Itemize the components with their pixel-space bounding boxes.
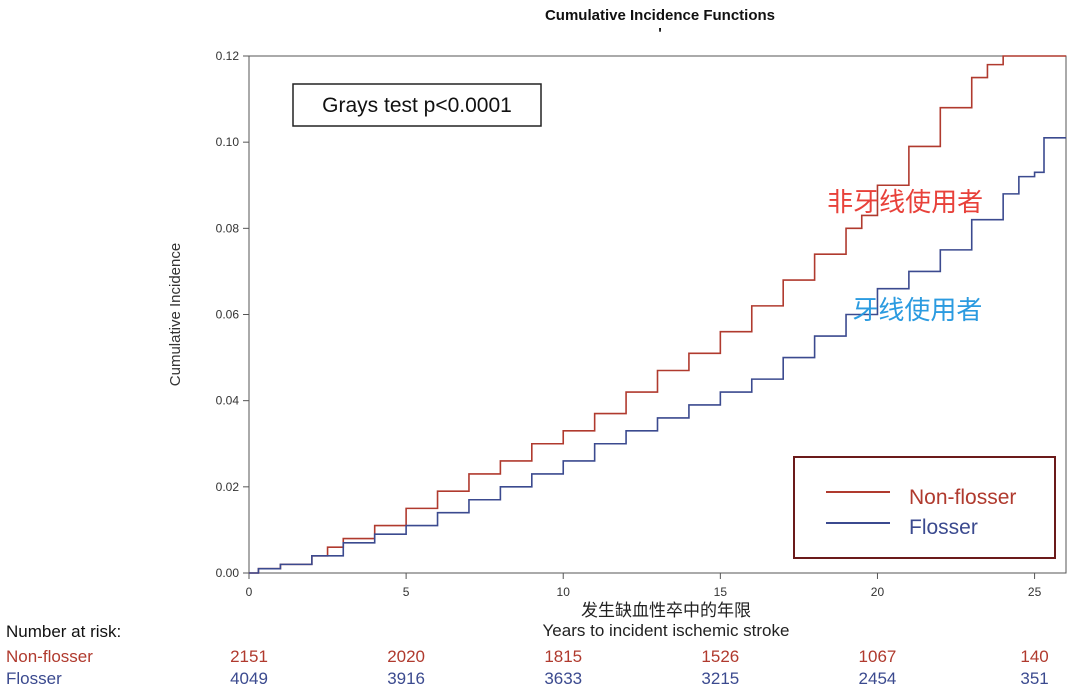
risk-cell: 3916 xyxy=(387,669,425,688)
risk-cell: 3633 xyxy=(544,669,582,688)
y-tick-label: 0.02 xyxy=(216,480,240,494)
risk-cell: 1067 xyxy=(859,647,897,666)
grays-test-label: Grays test p<0.0001 xyxy=(322,94,512,117)
legend: Non-flosser Flosser xyxy=(793,456,1056,559)
series-layer xyxy=(249,55,1066,574)
y-tick-label: 0.04 xyxy=(216,394,240,408)
risk-cell: 1815 xyxy=(544,647,582,666)
legend-label-non-flosser: Non-flosser xyxy=(909,486,1016,509)
x-tick-label: 0 xyxy=(246,585,253,599)
risk-row-label-flosser: Flosser xyxy=(6,669,62,688)
x-axis-title: Years to incident ischemic stroke xyxy=(543,621,790,640)
chart-title: Cumulative Incidence Functions xyxy=(545,7,775,24)
series-line-flosser xyxy=(249,137,1066,574)
grays-test-box: Grays test p<0.0001 xyxy=(292,83,542,127)
y-tick-label: 0.08 xyxy=(216,221,240,235)
y-tick-label: 0.06 xyxy=(216,308,240,322)
y-tick-label: 0.00 xyxy=(216,566,240,580)
chart-subtitle: ' xyxy=(658,25,662,42)
legend-label-flosser: Flosser xyxy=(909,516,978,539)
risk-cell: 2020 xyxy=(387,647,425,666)
risk-cell: 140 xyxy=(1020,647,1048,666)
annotation-flosser: 牙线使用者 xyxy=(852,296,982,326)
risk-cell: 1526 xyxy=(701,647,739,666)
x-tick-label: 25 xyxy=(1028,585,1042,599)
y-axis: 0.00 0.02 0.04 0.06 0.08 0.10 0.12 xyxy=(216,49,249,580)
grays-test-frame xyxy=(292,83,542,127)
x-axis-title-translation: 发生缺血性卒中的年限 xyxy=(581,601,751,621)
number-at-risk-table: Number at risk: Non-flosser Flosser 2151… xyxy=(6,622,1049,688)
risk-table-header: Number at risk: xyxy=(6,622,121,641)
x-tick-label: 20 xyxy=(871,585,885,599)
x-tick-label: 5 xyxy=(403,585,410,599)
y-tick-label: 0.10 xyxy=(216,135,240,149)
legend-frame xyxy=(793,456,1056,559)
y-tick-label: 0.12 xyxy=(216,49,240,63)
x-tick-label: 15 xyxy=(714,585,728,599)
risk-row-label-non-flosser: Non-flosser xyxy=(6,647,93,666)
annotation-non-flosser: 非牙线使用者 xyxy=(827,188,983,218)
y-axis-title: Cumulative Incidence xyxy=(167,243,184,386)
risk-cell: 2151 xyxy=(230,647,268,666)
risk-cell: 2454 xyxy=(859,669,897,688)
x-tick-label: 10 xyxy=(557,585,571,599)
x-axis: 0 5 10 15 20 25 xyxy=(246,573,1042,599)
risk-cell: 3215 xyxy=(701,669,739,688)
risk-cell: 4049 xyxy=(230,669,268,688)
risk-cell: 351 xyxy=(1020,669,1048,688)
